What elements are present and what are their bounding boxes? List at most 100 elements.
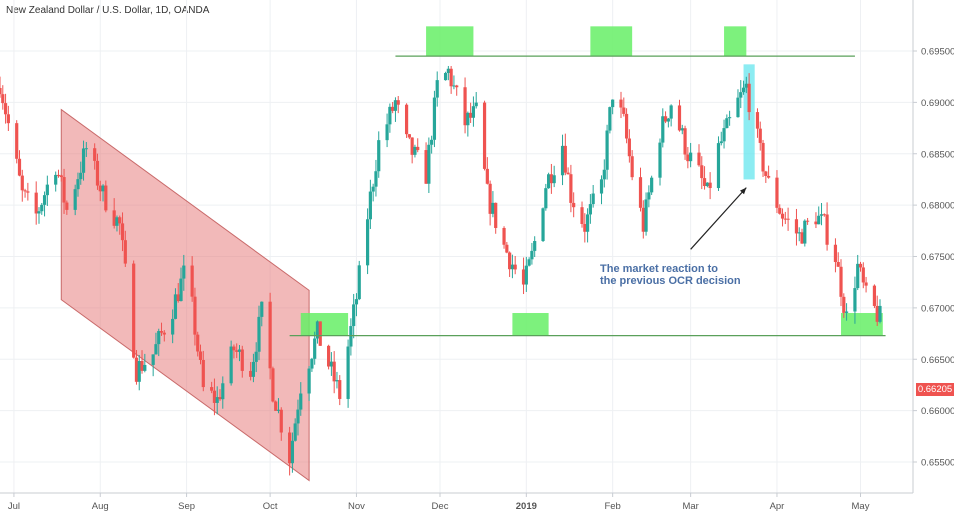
candle-down — [864, 282, 868, 286]
candle-up — [357, 265, 361, 300]
candle-down — [455, 85, 459, 88]
candle-down — [627, 138, 631, 157]
candle-up — [335, 380, 339, 382]
y-tick-label: 0.65500 — [921, 458, 954, 469]
candle-up — [491, 202, 495, 214]
y-tick-label: 0.67000 — [921, 303, 954, 314]
candle-down — [218, 397, 222, 400]
candle-up — [435, 80, 439, 98]
candle-down — [449, 68, 453, 87]
candle-up — [533, 241, 537, 251]
candle-down — [274, 401, 278, 411]
candle-up — [669, 105, 673, 119]
candle-up — [878, 305, 882, 322]
candle-up — [354, 299, 359, 305]
candle-down — [198, 351, 203, 360]
candle-down — [569, 174, 573, 203]
candle-down — [159, 331, 164, 333]
level-zone — [300, 313, 349, 336]
candle-down — [268, 301, 272, 369]
level-zone — [426, 26, 474, 57]
candle-up — [413, 146, 417, 155]
candle-down — [210, 387, 214, 391]
annotation-line2: the previous OCR decision — [600, 275, 741, 287]
candle-up — [371, 186, 375, 192]
candle-up — [430, 139, 434, 145]
candle-down — [288, 432, 292, 464]
candle-down — [875, 305, 879, 322]
y-tick-label: 0.68000 — [921, 201, 954, 212]
candle-up — [650, 177, 654, 193]
annotation-line1: The market reaction to — [600, 263, 718, 275]
level-zone — [841, 313, 883, 336]
candle-up — [853, 288, 857, 312]
candle-down — [767, 175, 771, 178]
candle-up — [474, 102, 478, 107]
candle-down — [638, 177, 643, 208]
candle-up — [432, 97, 437, 140]
candle-up — [276, 409, 281, 411]
candle-down — [318, 321, 322, 346]
candle-up — [608, 107, 612, 131]
candle-up — [329, 361, 333, 367]
candle-down — [327, 345, 331, 367]
candle-up — [588, 204, 592, 215]
candle-up — [680, 128, 684, 131]
chart-title: New Zealand Dollar / U.S. Dollar, 1D, OA… — [6, 5, 210, 16]
x-tick-label: Sep — [178, 501, 195, 512]
candle-up — [365, 219, 370, 266]
candle-down — [683, 128, 687, 155]
candle-up — [315, 321, 320, 339]
candle-down — [833, 244, 838, 263]
candle-down — [338, 380, 342, 399]
candle-up — [844, 311, 849, 313]
candle-down — [566, 172, 570, 175]
candle-down — [839, 266, 843, 297]
candle-up — [644, 199, 648, 232]
candle-up — [307, 368, 311, 394]
candle-up — [527, 259, 531, 266]
candle-down — [34, 192, 38, 214]
candle-up — [466, 112, 470, 126]
candle-up — [374, 171, 378, 187]
candle-down — [240, 349, 244, 371]
candle-down — [836, 262, 840, 267]
candle-up — [154, 344, 158, 355]
candle-up — [817, 215, 821, 225]
candle-up — [79, 172, 83, 180]
candle-down — [775, 177, 779, 208]
candle-up — [237, 349, 242, 352]
candle-up — [666, 118, 670, 122]
candle-up — [611, 99, 615, 108]
x-tick-label: Oct — [263, 501, 278, 512]
candle-up — [293, 423, 297, 441]
candle-down — [123, 240, 127, 264]
candle-up — [254, 351, 258, 362]
candle-up — [602, 169, 606, 180]
candle-down — [410, 137, 414, 155]
candle-down — [196, 334, 200, 352]
candle-up — [689, 152, 693, 162]
y-tick-label: 0.67500 — [921, 252, 954, 263]
candle-up — [221, 383, 225, 400]
candle-down — [279, 409, 283, 433]
candle-down — [201, 359, 205, 388]
candle-up — [101, 185, 105, 192]
candle-down — [805, 220, 810, 222]
candle-down — [162, 332, 166, 335]
candle-up — [728, 117, 732, 119]
candle-down — [822, 214, 826, 216]
candle-down — [583, 223, 587, 232]
candle-down — [761, 142, 765, 172]
candle-down — [494, 202, 498, 228]
candle-down — [619, 99, 623, 108]
candle-down — [6, 114, 10, 124]
candle-down — [764, 171, 768, 176]
candle-up — [716, 143, 721, 189]
candle-down — [3, 103, 8, 115]
candle-up — [173, 294, 178, 319]
candle-down — [65, 202, 69, 210]
candle-down — [663, 116, 668, 122]
candle-down — [271, 368, 275, 402]
